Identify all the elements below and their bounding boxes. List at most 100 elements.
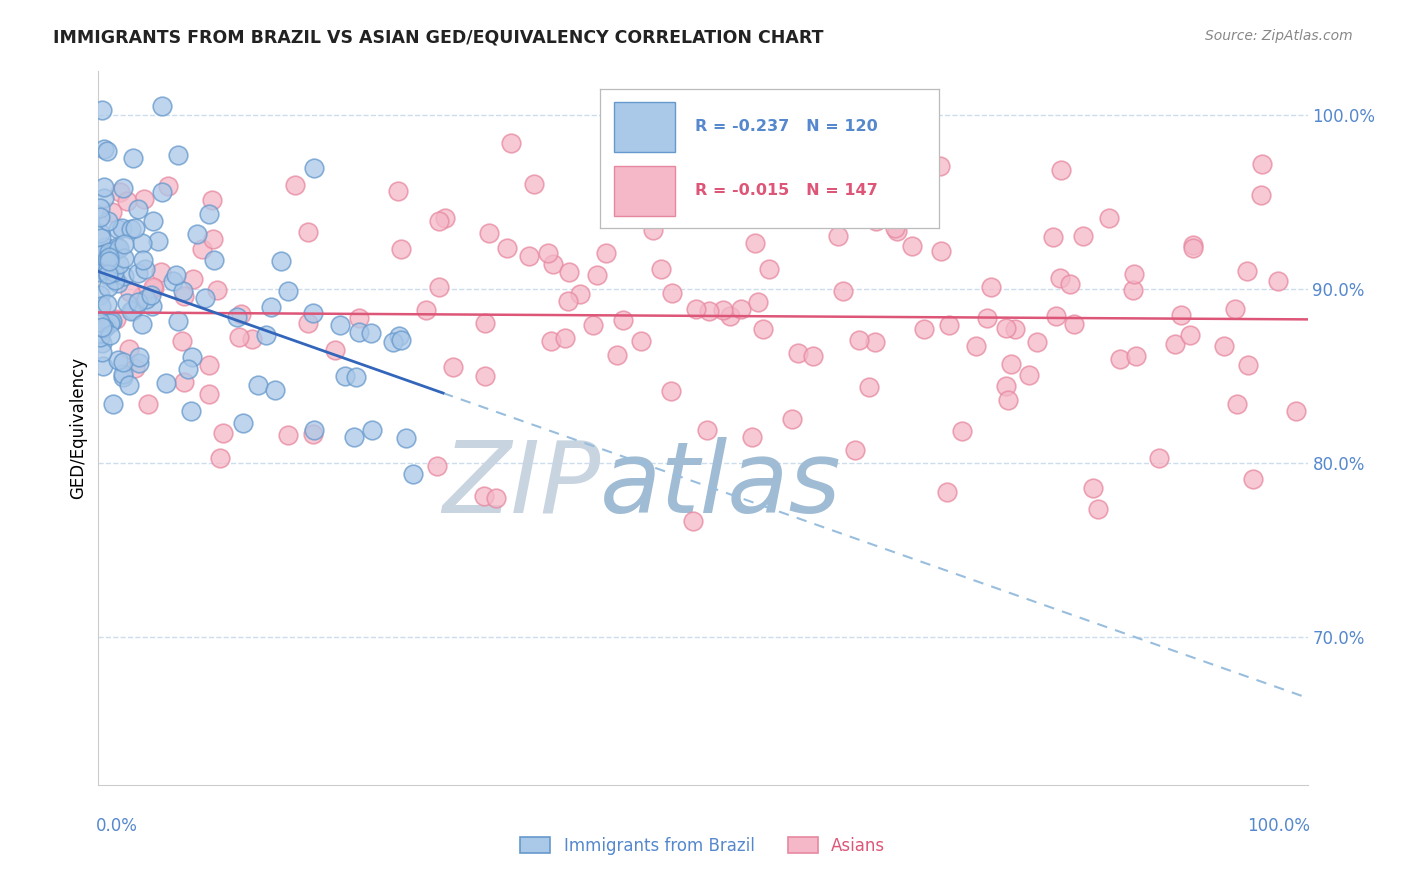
Point — [569, 286, 592, 301]
Point — [155, 376, 177, 390]
Point — [537, 245, 560, 260]
Point — [91, 344, 114, 359]
Point — [718, 310, 741, 324]
Point — [1042, 230, 1064, 244]
Point — [1109, 351, 1132, 366]
Point — [786, 345, 808, 359]
Point — [936, 484, 959, 499]
Point — [98, 250, 121, 264]
Point — [122, 151, 145, 165]
Point — [100, 249, 122, 263]
Point — [89, 287, 111, 301]
Point — [127, 202, 149, 216]
Point — [177, 361, 200, 376]
Point — [780, 412, 803, 426]
Point — [541, 257, 564, 271]
Point — [517, 249, 540, 263]
Point — [751, 322, 773, 336]
Point — [344, 370, 367, 384]
Point — [180, 351, 202, 365]
Point — [112, 180, 135, 194]
Point — [93, 255, 115, 269]
Point — [259, 300, 281, 314]
Point — [427, 279, 450, 293]
Point — [938, 318, 960, 332]
Point — [1212, 338, 1234, 352]
Point — [1285, 404, 1308, 418]
Point — [98, 316, 121, 330]
Point — [302, 306, 325, 320]
Point — [186, 227, 208, 242]
Text: 0.0%: 0.0% — [96, 817, 138, 835]
Point — [148, 234, 170, 248]
Point — [1149, 450, 1171, 465]
Point — [100, 205, 122, 219]
Point — [832, 285, 855, 299]
Point — [173, 289, 195, 303]
Point — [180, 403, 202, 417]
Point — [89, 326, 111, 340]
Point — [89, 248, 111, 262]
Point — [205, 283, 228, 297]
Point — [388, 329, 411, 343]
Point — [181, 272, 204, 286]
Point — [111, 220, 134, 235]
Point — [382, 334, 405, 349]
Point — [499, 136, 522, 150]
Point — [198, 358, 221, 372]
Point — [284, 178, 307, 192]
Point — [103, 397, 125, 411]
Point — [142, 214, 165, 228]
Point — [595, 246, 617, 260]
Point — [429, 213, 451, 227]
Point — [96, 319, 118, 334]
Point — [118, 377, 141, 392]
Point — [682, 514, 704, 528]
Point — [323, 343, 346, 357]
Point — [997, 393, 1019, 408]
Point — [105, 239, 128, 253]
Point — [89, 325, 111, 339]
Point — [343, 430, 366, 444]
Point — [540, 334, 562, 348]
Point — [118, 342, 141, 356]
Point — [886, 224, 908, 238]
Point — [232, 416, 254, 430]
Point — [1250, 187, 1272, 202]
Point — [136, 397, 159, 411]
Point — [97, 267, 120, 281]
Point — [111, 370, 134, 384]
Point — [212, 425, 235, 440]
Point — [297, 316, 319, 330]
Point — [1123, 267, 1146, 281]
Point — [131, 318, 153, 332]
Point — [349, 310, 371, 325]
Y-axis label: GED/Equivalency: GED/Equivalency — [69, 357, 87, 500]
Point — [107, 221, 129, 235]
Point — [98, 327, 121, 342]
Point — [197, 387, 219, 401]
Point — [329, 318, 352, 332]
Point — [264, 383, 287, 397]
Point — [1226, 397, 1249, 411]
Point — [485, 491, 508, 505]
Point — [209, 450, 232, 465]
Point — [172, 334, 194, 349]
Point — [619, 119, 641, 133]
Point — [166, 147, 188, 161]
Point — [89, 211, 111, 225]
Point — [1026, 335, 1049, 350]
Point — [523, 177, 546, 191]
Point — [952, 424, 974, 438]
Point — [173, 375, 195, 389]
Point — [108, 257, 131, 271]
Point — [93, 359, 115, 373]
Point — [167, 314, 190, 328]
Point — [96, 297, 118, 311]
Point — [150, 99, 173, 113]
Point — [104, 272, 127, 286]
Point — [557, 293, 579, 308]
Point — [277, 285, 299, 299]
Point — [107, 277, 129, 291]
Point — [612, 313, 634, 327]
